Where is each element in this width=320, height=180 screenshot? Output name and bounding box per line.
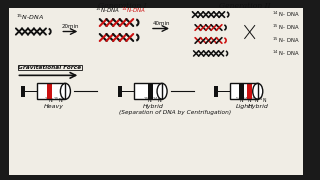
Text: Hybrid: Hybrid [248,104,269,109]
Bar [118,86,122,97]
Bar [148,84,153,99]
Text: Generation II: Generation II [219,2,270,10]
Bar [218,91,230,92]
Bar [37,84,39,99]
Bar [230,83,258,99]
Ellipse shape [253,83,263,99]
Bar [37,83,65,99]
Text: $^{15}$N$^{14}$N: $^{15}$N$^{14}$N [250,96,267,105]
Bar [37,83,65,99]
Text: $^{14}$N$^{14}$N: $^{14}$N$^{14}$N [235,96,252,105]
Text: $^{14}$ N- DNA: $^{14}$ N- DNA [272,10,299,19]
Text: $^{15}$N-DNA: $^{15}$N-DNA [95,5,120,15]
Bar [134,84,135,99]
Text: 20min: 20min [61,24,79,29]
Bar [134,83,162,99]
Bar [247,84,252,99]
Text: Generation I: Generation I [98,2,147,10]
Text: $^{15}$N $^{15}$N: $^{15}$N $^{15}$N [44,96,63,105]
Ellipse shape [157,83,167,99]
Text: $^{15}$ N- DNA: $^{15}$ N- DNA [272,23,299,32]
Bar [134,83,162,99]
Text: $^{14}$ N- DNA: $^{14}$ N- DNA [272,49,299,58]
Text: $^{15}$N-DNA: $^{15}$N-DNA [16,12,44,22]
Text: $^{14}$N-DNA: $^{14}$N-DNA [121,5,146,15]
Bar [122,91,134,92]
Text: $^{15}$ N- DNA: $^{15}$ N- DNA [272,36,299,45]
Ellipse shape [60,83,70,99]
Bar [230,83,258,99]
Text: (Separation of DNA by Centrifugation): (Separation of DNA by Centrifugation) [119,110,231,115]
Bar [26,91,37,92]
Bar [21,86,26,97]
Text: Hybrid: Hybrid [143,104,164,109]
Bar [239,84,244,99]
Text: Gravitational Force: Gravitational Force [19,65,82,70]
Text: Heavy: Heavy [44,104,63,109]
FancyBboxPatch shape [9,8,302,175]
Bar [47,84,52,99]
Text: Light: Light [236,104,252,109]
Bar [214,86,218,97]
Text: $^{15}$N $^{14}$N: $^{15}$N $^{14}$N [143,96,163,105]
Bar [230,84,231,99]
Text: 40min: 40min [152,21,170,26]
